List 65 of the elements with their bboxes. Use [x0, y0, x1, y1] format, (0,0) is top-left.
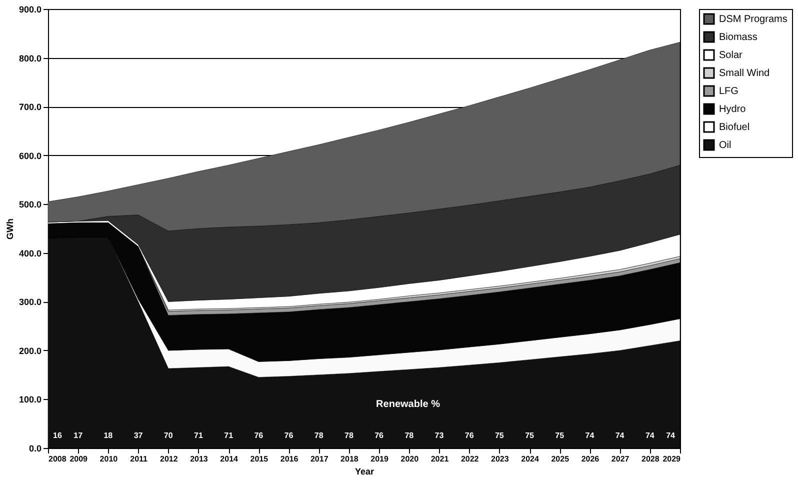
- x-tick-label: 2017: [310, 454, 329, 464]
- y-axis-title: GWh: [4, 218, 15, 240]
- x-tick-label: 2010: [100, 454, 118, 464]
- x-tick-label: 2021: [430, 454, 450, 464]
- x-tick-label: 2022: [460, 454, 480, 464]
- annotation: 18: [104, 431, 114, 440]
- y-tick-label: 900.0: [18, 4, 42, 14]
- annotation: 76: [374, 431, 384, 440]
- x-tick-label: 2023: [491, 454, 510, 464]
- x-tick-label: 2012: [160, 454, 178, 464]
- annotation: 74: [645, 431, 655, 440]
- annotation: 70: [164, 431, 174, 440]
- annotation: 76: [254, 431, 264, 440]
- x-tick-label: 2016: [280, 454, 299, 464]
- legend-label: Hydro: [719, 104, 746, 115]
- y-tick-label: 700.0: [18, 102, 42, 112]
- legend-label: Solar: [719, 50, 744, 61]
- annotation: 78: [344, 431, 354, 440]
- y-tick-label: 100.0: [18, 394, 42, 405]
- x-tick-label: 2009: [70, 454, 88, 464]
- annotation: 75: [555, 431, 565, 440]
- y-tick-label: 500.0: [18, 200, 42, 210]
- annotation: 17: [74, 431, 84, 440]
- annotation: 74: [615, 431, 625, 440]
- x-tick-label: 2011: [130, 454, 148, 464]
- annotation: 74: [585, 431, 595, 440]
- x-tick-label: 2026: [581, 454, 600, 464]
- legend-label: Oil: [719, 140, 732, 151]
- annotation: 16: [53, 431, 62, 440]
- x-tick-label: 2008: [48, 454, 67, 464]
- x-tick-label: 2013: [190, 454, 208, 464]
- x-tick-label: 2020: [400, 454, 420, 464]
- annotation: 76: [464, 431, 474, 440]
- x-tick-label: 2024: [521, 454, 540, 464]
- x-tick-label: 2029: [662, 454, 682, 464]
- annotation: 37: [134, 431, 144, 440]
- legend-label: LFG: [719, 86, 739, 97]
- x-tick-label: 2018: [340, 454, 359, 464]
- annotation: 73: [434, 431, 444, 440]
- y-tick-label: 400.0: [18, 248, 42, 258]
- annotation: 78: [314, 431, 324, 440]
- annotation: 78: [404, 431, 414, 440]
- y-tick-label: 600.0: [18, 150, 42, 161]
- x-tick-label: 2014: [220, 454, 239, 464]
- annotation: 71: [194, 431, 204, 440]
- annotation: 75: [525, 431, 535, 440]
- x-tick-label: 2019: [370, 454, 389, 464]
- annotation: 76: [284, 431, 294, 440]
- annotation: 75: [494, 431, 504, 440]
- y-tick-label: 200.0: [18, 346, 42, 356]
- legend-label: DSM Programs: [719, 14, 788, 25]
- legend-label: Small Wind: [719, 68, 770, 79]
- y-tick-label: 0.0: [28, 444, 42, 454]
- legend-label: Biomass: [719, 32, 758, 43]
- legend-label: Biofuel: [719, 122, 750, 133]
- annotation: 71: [224, 431, 234, 440]
- annotation: Renewable %: [376, 399, 440, 410]
- x-tick-label: 2025: [551, 454, 570, 464]
- x-tick-label: 2015: [250, 454, 269, 464]
- x-tick-label: 2028: [642, 454, 660, 464]
- x-tick-label: 2027: [611, 454, 630, 464]
- y-tick-label: 800.0: [18, 53, 42, 64]
- x-axis-title: Year: [354, 466, 374, 476]
- annotation: 74: [666, 431, 676, 440]
- y-tick-label: 300.0: [18, 297, 42, 308]
